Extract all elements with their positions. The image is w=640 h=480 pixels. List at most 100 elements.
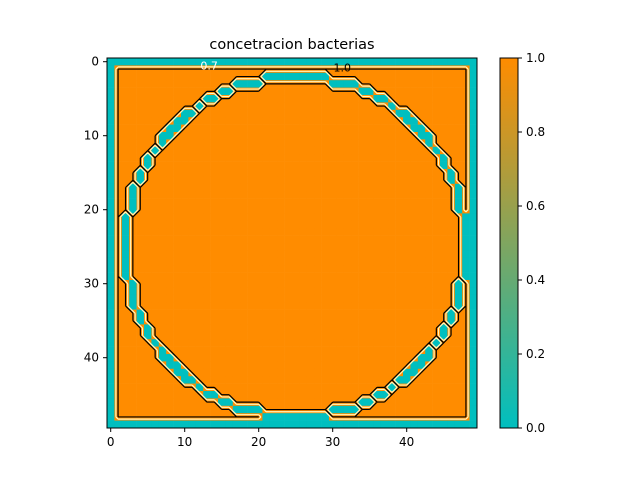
heatmap-cell [299,102,308,111]
heatmap-cell [151,368,160,377]
heatmap-cell [158,80,167,88]
heatmap-cell [240,117,248,125]
heatmap-cell [277,154,285,162]
heatmap-cell [321,398,330,407]
heatmap-cell [366,287,374,296]
heatmap-cell [292,213,300,222]
heatmap-cell [321,257,330,266]
heatmap-cell [358,139,367,148]
heatmap-cell [358,124,367,133]
heatmap-cell [329,191,337,199]
heatmap-cell [314,339,322,347]
heatmap-cell [151,87,160,96]
heatmap-cell [336,420,345,429]
heatmap-cell [366,183,374,192]
heatmap-cell [343,117,352,125]
heatmap-cell [166,391,174,399]
heatmap-cell [329,339,337,347]
heatmap-cell [173,302,182,310]
heatmap-cell [225,58,234,66]
heatmap-cell [121,235,130,244]
heatmap-cell [425,383,433,392]
heatmap-cell [210,257,219,266]
heatmap-cell [262,58,271,66]
heatmap-cell [440,346,448,355]
heatmap-cell [358,331,367,340]
heatmap-cell [210,235,219,244]
heatmap-cell [440,191,448,199]
heatmap-cell [218,376,226,384]
heatmap-cell [329,250,337,259]
heatmap-cell [336,250,345,259]
heatmap-cell [425,287,433,296]
heatmap-cell [203,294,211,303]
heatmap-cell [181,191,189,199]
heatmap-cell [343,139,352,148]
heatmap-cell [329,294,337,303]
heatmap-cell [269,346,278,355]
heatmap-cell [403,354,411,362]
heatmap-cell [129,398,137,407]
heatmap-cell [107,339,115,347]
heatmap-cell [299,272,308,281]
heatmap-cell [403,302,411,310]
heatmap-cell [181,95,189,103]
heatmap-cell [410,398,419,407]
heatmap-cell [262,243,271,251]
heatmap-cell [366,206,374,214]
heatmap-cell [210,109,219,118]
heatmap-cell [373,176,382,185]
heatmap-cell [210,191,219,199]
heatmap-cell [218,235,226,244]
heatmap-cell [469,198,478,207]
heatmap-cell [195,132,204,140]
heatmap-cell [195,317,204,325]
contour-level-0-7 [115,66,469,420]
heatmap-cell [158,265,167,273]
heatmap-cell [388,191,396,199]
heatmap-cell [188,317,197,325]
heatmap-cell [306,87,315,96]
heatmap-cell [292,146,300,155]
heatmap-cell [306,317,315,325]
heatmap-cell [247,280,256,288]
heatmap-cell [195,80,204,88]
heatmap-cell [380,198,389,207]
heatmap-cell [269,317,278,325]
heatmap-cell [395,272,404,281]
heatmap-cell [410,124,419,133]
heatmap-cell [240,124,248,133]
heatmap-cell [388,124,396,133]
heatmap-cell [232,243,241,251]
heatmap-cell [388,161,396,170]
heatmap-cell [432,280,441,288]
heatmap-cell [380,354,389,362]
heatmap-cell [440,139,448,148]
heatmap-cell [136,206,145,214]
heatmap-cell [277,206,285,214]
heatmap-cell [425,398,433,407]
heatmap-cell [277,376,285,384]
heatmap-cell [181,391,189,399]
heatmap-cell [181,302,189,310]
heatmap-cell [173,287,182,296]
heatmap-cell [188,302,197,310]
heatmap-cell [358,376,367,384]
heatmap-cell [225,191,234,199]
heatmap-cell [166,383,174,392]
heatmap-cell [454,95,463,103]
heatmap-cell [144,109,152,118]
heatmap-cell [225,368,234,377]
heatmap-cell [373,132,382,140]
heatmap-cell [314,272,322,281]
heatmap-cell [151,169,160,177]
heatmap-cell [240,280,248,288]
heatmap-cell [144,183,152,192]
heatmap-cell [284,58,293,66]
heatmap-cell [358,161,367,170]
heatmap-cell [151,220,160,229]
heatmap-cell [173,235,182,244]
heatmap-cell [329,58,337,66]
heatmap-cell [410,220,419,229]
heatmap-cell [240,169,248,177]
